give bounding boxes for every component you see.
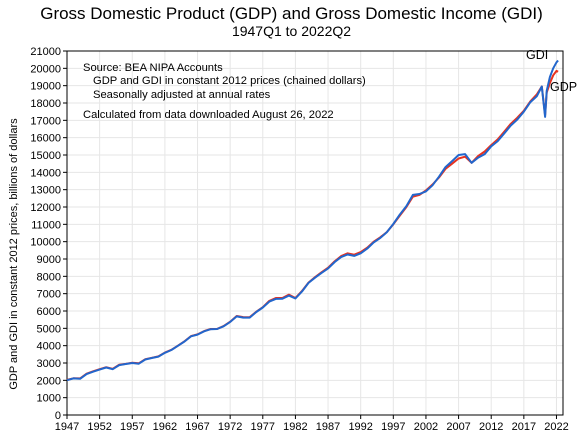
x-tick-label: 1987 [316, 421, 340, 433]
x-tick-label: 1972 [218, 421, 242, 433]
y-tick-label: 19000 [30, 81, 61, 93]
y-axis-label: GDP and GDI in constant 2012 prices, bil… [8, 118, 20, 390]
grid-lines [66, 50, 563, 416]
x-tick-label: 2017 [512, 421, 536, 433]
x-tick-label: 2012 [479, 421, 503, 433]
y-tick-label: 4000 [37, 341, 61, 353]
y-tick-label: 12000 [30, 202, 61, 214]
gdp-series-label: GDP [550, 80, 577, 94]
y-tick-label: 21000 [30, 46, 61, 58]
x-tick-label: 1982 [283, 421, 307, 433]
y-tick-label: 13000 [30, 185, 61, 197]
series-lines [66, 59, 559, 382]
x-tick-label: 2022 [544, 421, 568, 433]
annotation-prices: GDP and GDI in constant 2012 prices (cha… [93, 75, 366, 87]
y-tick-label: 18000 [30, 98, 61, 110]
series-line-gdi [66, 59, 559, 382]
x-tick-label: 1992 [348, 421, 372, 433]
y-tick-label: 16000 [30, 133, 61, 145]
annotation-source: Source: BEA NIPA Accounts [83, 62, 223, 74]
y-tick-label: 9000 [37, 254, 61, 266]
annotation-seasonal: Seasonally adjusted at annual rates [93, 89, 271, 101]
y-tick-label: 11000 [31, 219, 61, 231]
chart-subtitle: 1947Q1 to 2022Q2 [231, 23, 352, 39]
y-tick-label: 0 [55, 410, 61, 422]
axes [63, 50, 564, 419]
x-tick-label: 1947 [55, 421, 79, 433]
x-tick-label: 1957 [120, 421, 144, 433]
y-tick-label: 5000 [37, 323, 61, 335]
y-tick-label: 6000 [37, 306, 61, 318]
x-tick-labels: 1947 1952 1957 1962 1967 1972 1977 1982 1987 1992… [55, 421, 569, 433]
y-tick-label: 1000 [37, 393, 61, 405]
x-tick-label: 2007 [446, 421, 470, 433]
y-tick-label: 7000 [37, 289, 61, 301]
x-tick-label: 1962 [153, 421, 177, 433]
y-tick-label: 15000 [30, 150, 61, 162]
chart-title: Gross Domestic Product (GDP) and Gross D… [40, 4, 543, 23]
x-tick-label: 1997 [381, 421, 405, 433]
x-tick-label: 2002 [414, 421, 438, 433]
plot-frame [66, 50, 564, 416]
y-tick-labels: 0 1000 2000 3000 4000 5000 6000 7000 8000 9000 100… [30, 46, 61, 422]
y-tick-label: 10000 [30, 237, 61, 249]
x-tick-label: 1952 [87, 421, 111, 433]
y-tick-label: 2000 [37, 375, 61, 387]
x-tick-label: 1967 [185, 421, 209, 433]
annotation-download-date: Calculated from data downloaded August 2… [83, 109, 334, 121]
x-tick-label: 1977 [251, 421, 275, 433]
y-tick-label: 14000 [30, 167, 61, 179]
y-tick-label: 17000 [30, 115, 61, 127]
y-tick-label: 3000 [37, 358, 61, 370]
y-tick-label: 20000 [30, 63, 61, 75]
gdi-series-label: GDI [526, 48, 548, 62]
y-tick-label: 8000 [37, 271, 61, 283]
